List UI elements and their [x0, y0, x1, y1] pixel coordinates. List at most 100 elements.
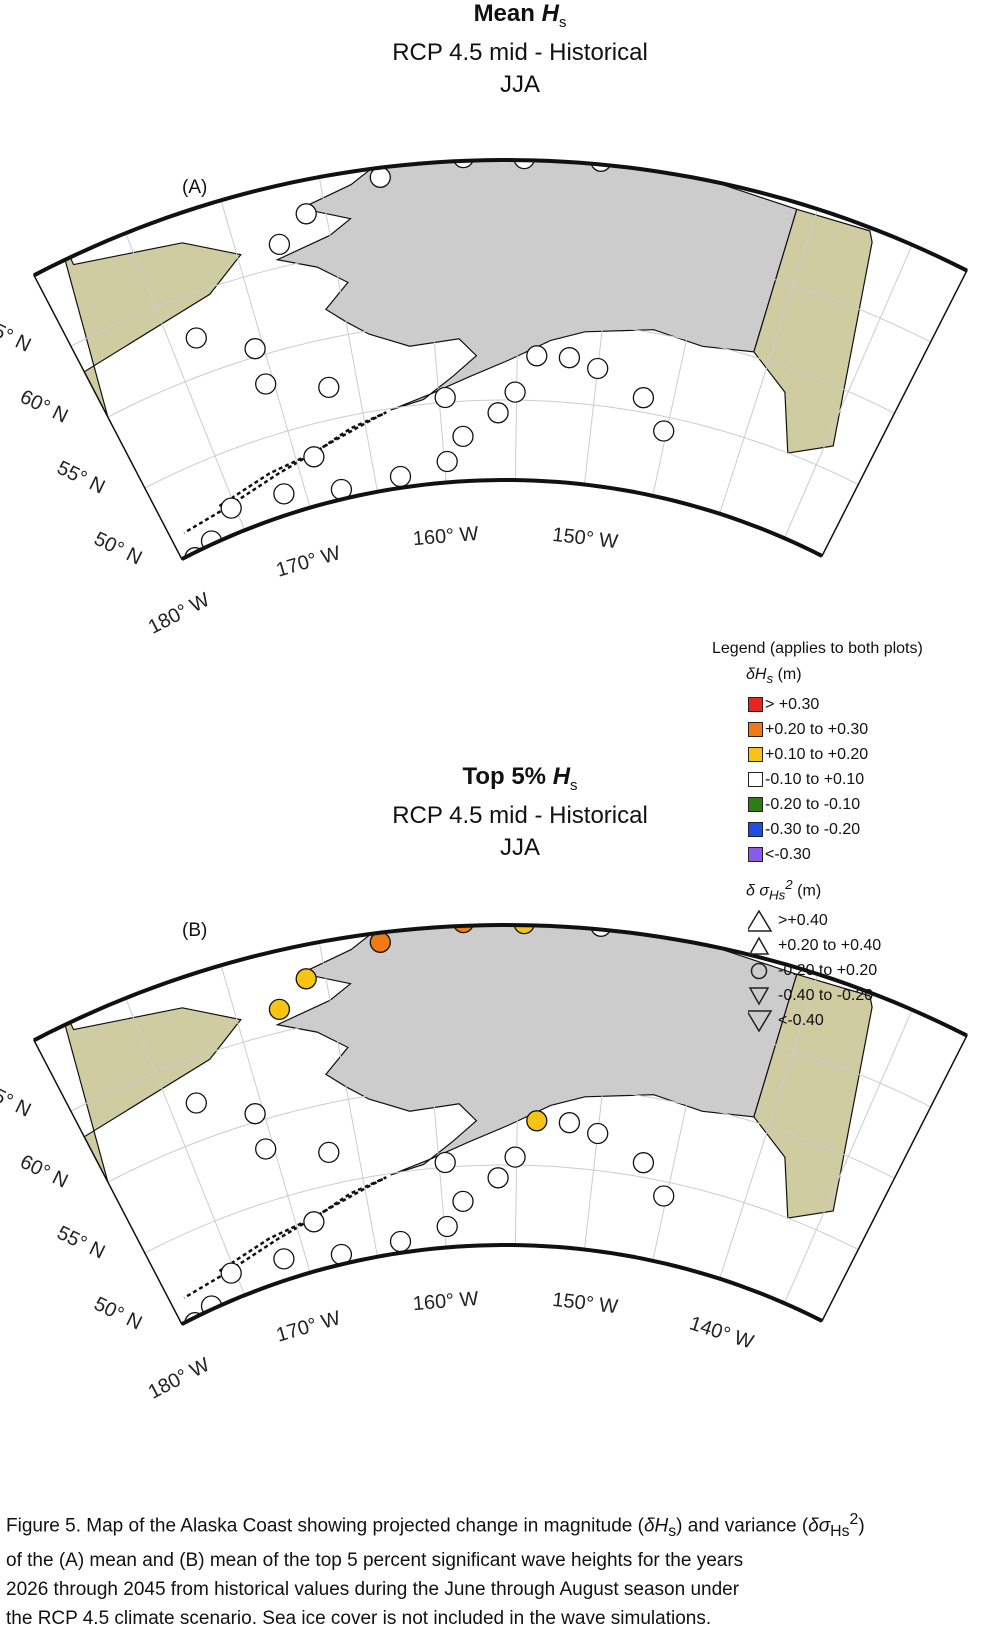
longitude-label: 160° W	[412, 523, 480, 550]
panel-a-title: Mean Hs RCP 4.5 mid - Historical JJA	[300, 0, 740, 101]
longitude-label: 180° W	[145, 1354, 214, 1404]
map-top-arc	[33, 157, 968, 278]
map-top-arc	[33, 922, 968, 1043]
station-marker	[513, 925, 535, 935]
meridian-line	[416, 160, 450, 515]
triangle-down-icon	[748, 987, 770, 1006]
legend: Legend (applies to both plots) δHs (m) >…	[712, 640, 992, 1034]
panel-b-subtitle: RCP 4.5 mid - Historical	[392, 801, 648, 829]
longitude-label: 150° W	[551, 1289, 619, 1318]
station-marker	[452, 925, 475, 934]
station-marker	[244, 338, 266, 360]
station-marker	[434, 1151, 456, 1174]
latitude-label: 65° N	[0, 315, 34, 357]
legend-shape-item: +0.20 to +0.40	[748, 934, 992, 959]
station-marker	[268, 233, 291, 256]
meridian-line	[771, 980, 926, 1325]
station-marker	[487, 1167, 509, 1189]
legend-shape-label: >+0.40	[778, 912, 828, 930]
land-russia	[55, 228, 242, 418]
station-marker	[185, 1092, 207, 1114]
panel-b-label: (B)	[182, 920, 208, 941]
legend-dhs-heading: δHs (m)	[746, 666, 802, 687]
meridian-line	[709, 943, 829, 1310]
station-marker	[273, 483, 295, 505]
legend-color-item: +0.20 to +0.30	[748, 717, 992, 742]
legend-color-item: -0.30 to -0.20	[748, 817, 992, 842]
legend-shape-label: -0.40 to -0.20	[778, 987, 874, 1005]
triangle-up-icon	[748, 936, 770, 955]
station-marker	[295, 203, 317, 225]
station-marker	[318, 376, 340, 399]
meridian-line	[514, 160, 522, 513]
meridian-line	[514, 925, 522, 1278]
longitude-label: 170° W	[274, 1307, 343, 1347]
station-marker	[653, 420, 675, 442]
station-marker	[436, 450, 458, 473]
station-marker	[273, 1248, 295, 1270]
latitude-label: 50° N	[90, 1293, 145, 1335]
latitude-label: 65° N	[0, 1080, 34, 1122]
circle-icon	[750, 962, 768, 980]
latitude-label: 60° N	[17, 1151, 72, 1193]
station-marker	[389, 1230, 412, 1253]
legend-shape-label: <-0.40	[778, 1012, 824, 1030]
land-russia	[55, 993, 242, 1183]
legend-color-swatch	[748, 747, 763, 763]
station-marker	[653, 1185, 675, 1207]
legend-color-swatch	[748, 722, 763, 738]
meridian-line	[709, 178, 829, 545]
meridian-line	[312, 160, 384, 524]
legend-color-swatch	[748, 772, 763, 788]
panel-b-season: JJA	[499, 833, 540, 861]
meridian-line	[211, 934, 320, 1304]
panel-a-subtitle: RCP 4.5 mid - Historical	[392, 38, 648, 66]
station-marker	[389, 465, 412, 488]
station-marker	[255, 373, 277, 395]
aleutian-islands	[183, 1176, 387, 1299]
panel-a-season: JJA	[499, 70, 540, 98]
station-marker	[487, 402, 509, 424]
meridian-line	[312, 925, 384, 1289]
meridian-line	[416, 925, 450, 1280]
longitude-label: 140° W	[687, 1312, 756, 1353]
legend-shape-item: <-0.40	[748, 1009, 992, 1034]
legend-color-label: -0.20 to -0.10	[765, 795, 861, 813]
latitude-label: 55° N	[53, 1222, 108, 1264]
station-marker	[513, 160, 535, 170]
legend-color-swatch	[748, 697, 763, 713]
station-marker	[504, 1146, 526, 1168]
legend-color-item: -0.10 to +0.10	[748, 767, 992, 792]
legend-color-label: +0.10 to +0.20	[765, 745, 869, 763]
legend-shape-item: -0.20 to +0.20	[748, 959, 992, 984]
latitude-label: 60° N	[17, 386, 72, 428]
meridian-line	[211, 169, 320, 539]
station-marker	[526, 1110, 548, 1132]
station-marker	[452, 425, 474, 448]
map-bottom-arc	[180, 478, 823, 561]
triangle-down-large-icon	[748, 1010, 773, 1033]
longitude-label: 170° W	[274, 542, 343, 582]
station-marker	[185, 327, 207, 349]
legend-shape-item: >+0.40	[748, 909, 992, 934]
station-marker	[452, 1190, 474, 1213]
legend-color-label: -0.30 to -0.20	[765, 820, 861, 838]
meridian-line	[645, 925, 728, 1293]
station-marker	[504, 381, 526, 403]
panel-a-label: (A)	[182, 177, 208, 198]
longitude-label: 160° W	[412, 1288, 480, 1315]
station-marker	[436, 1215, 458, 1238]
meridian-line	[580, 925, 625, 1282]
station-marker	[303, 1211, 325, 1233]
legend-color-label: -0.10 to +0.10	[765, 770, 865, 788]
legend-title: Legend (applies to both plots)	[712, 640, 923, 657]
legend-color-item: -0.20 to -0.10	[748, 792, 992, 817]
station-marker	[587, 357, 609, 380]
panel-b-title: Top 5% Hs RCP 4.5 mid - Historical JJA	[300, 763, 740, 864]
station-marker	[587, 1122, 609, 1145]
station-marker	[590, 160, 612, 172]
legend-shape-label: -0.20 to +0.20	[778, 962, 878, 980]
station-marker	[632, 1152, 655, 1174]
